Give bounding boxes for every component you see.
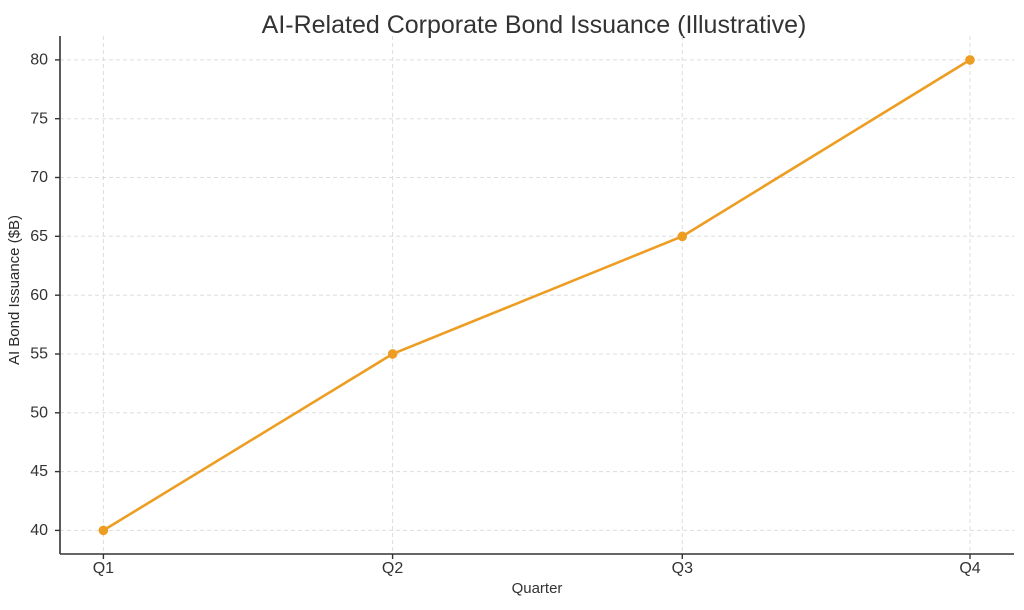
svg-text:75: 75 (30, 110, 48, 127)
svg-text:80: 80 (30, 52, 48, 69)
svg-text:Q3: Q3 (672, 560, 693, 577)
svg-text:Q4: Q4 (959, 560, 980, 577)
svg-text:45: 45 (30, 463, 48, 480)
svg-text:Q1: Q1 (93, 560, 114, 577)
svg-text:60: 60 (30, 287, 48, 304)
svg-text:55: 55 (30, 346, 48, 363)
svg-text:Q2: Q2 (382, 560, 403, 577)
svg-text:40: 40 (30, 522, 48, 539)
svg-text:70: 70 (30, 169, 48, 186)
svg-text:65: 65 (30, 228, 48, 245)
svg-text:50: 50 (30, 404, 48, 421)
